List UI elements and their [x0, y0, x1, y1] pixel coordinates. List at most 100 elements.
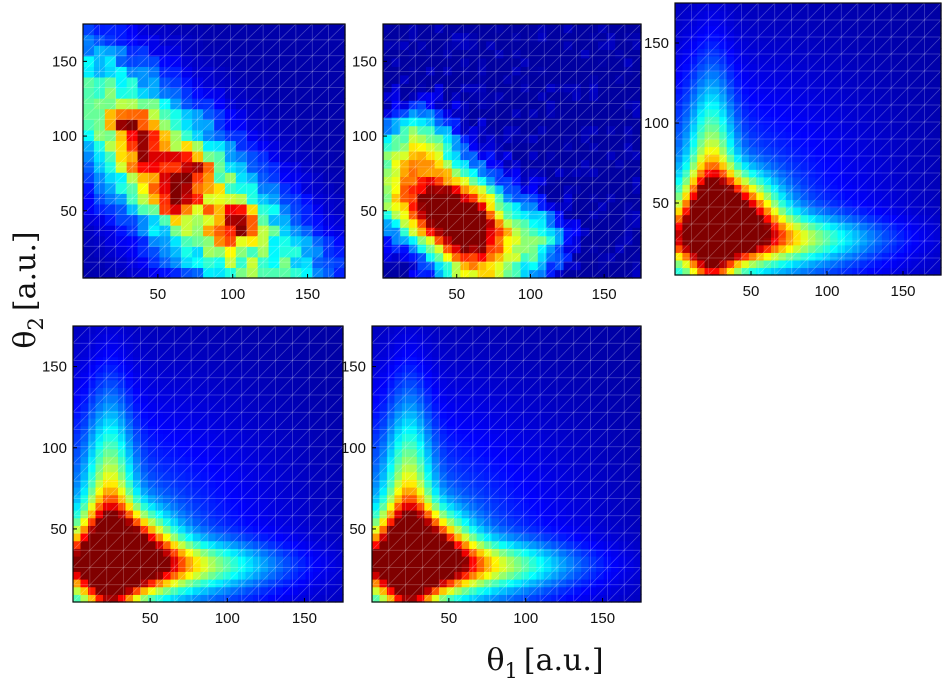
grid-line: [83, 24, 166, 104]
heatmap-cell: [896, 71, 905, 80]
heatmap-cell: [439, 517, 448, 526]
heatmap-cell: [408, 117, 418, 127]
heatmap-cell: [537, 32, 547, 42]
heatmap-cell: [704, 48, 713, 57]
heatmap-cell: [192, 87, 204, 99]
heatmap-cell: [312, 172, 324, 184]
heatmap-cell: [301, 98, 313, 110]
heatmap-cell: [110, 379, 119, 388]
heatmap-cell: [529, 49, 539, 59]
heatmap-cell: [409, 356, 418, 365]
heatmap-cell: [771, 176, 780, 185]
grid-line: [383, 24, 641, 278]
heatmap-cell: [379, 395, 388, 404]
heatmap-cell: [163, 441, 172, 450]
heatmap-cell: [408, 24, 418, 34]
heatmap-cell: [125, 425, 134, 434]
heatmap-cell: [439, 387, 448, 396]
heatmap-cell: [800, 199, 809, 208]
heatmap-cell: [434, 210, 444, 220]
heatmap-cell: [400, 74, 410, 84]
heatmap-cell: [632, 83, 642, 93]
heatmap-cell: [520, 49, 530, 59]
heatmap-cell: [439, 556, 448, 565]
heatmap-cell: [632, 40, 642, 50]
heatmap-cell: [537, 235, 547, 245]
heatmap-cell: [417, 176, 427, 186]
heatmap-cell: [439, 479, 448, 488]
heatmap-cell: [778, 71, 787, 80]
heatmap-cell: [431, 341, 440, 350]
heatmap-cell: [844, 252, 853, 261]
heatmap-cell: [408, 167, 418, 177]
heatmap-cell: [386, 479, 396, 488]
heatmap-cell: [400, 218, 410, 228]
heatmap-cell: [88, 425, 97, 434]
heatmap-cell: [185, 364, 194, 373]
heatmap-cell: [675, 63, 683, 72]
heatmap-cell: [253, 594, 262, 603]
heatmap-cell: [200, 548, 209, 557]
heatmap-cell: [104, 267, 117, 279]
heatmap-cell: [881, 229, 890, 238]
heatmap-cell: [756, 237, 765, 246]
heatmap-cell: [867, 139, 876, 148]
heatmap-cell: [253, 533, 262, 542]
heatmap-cell: [323, 225, 335, 237]
heatmap-cell: [555, 227, 565, 237]
heatmap-cell: [372, 594, 381, 603]
heatmap-cell: [400, 117, 410, 127]
heatmap-cell: [424, 349, 433, 358]
heatmap-cell: [844, 207, 853, 216]
heatmap-cell: [238, 540, 247, 549]
heatmap-cell: [253, 433, 262, 442]
heatmap-cell: [896, 93, 905, 102]
plot-frame: [382, 23, 642, 279]
heatmap-cell: [546, 57, 556, 67]
heatmap-cell: [726, 252, 735, 261]
heatmap-cell: [546, 117, 556, 127]
heatmap-cell: [491, 349, 500, 358]
heatmap-cell: [555, 32, 565, 42]
heatmap-cell: [148, 203, 161, 216]
heatmap-cell: [230, 579, 239, 588]
heatmap-cell: [837, 3, 846, 12]
heatmap-cell: [320, 433, 329, 442]
heatmap-cell: [867, 55, 876, 65]
heatmap-cell: [88, 418, 97, 427]
heatmap-cell: [484, 418, 493, 427]
heatmap-cell: [830, 63, 839, 72]
heatmap-cell: [245, 502, 254, 511]
heatmap-cell: [689, 214, 698, 223]
heatmap-cell: [800, 237, 809, 246]
heatmap-cell: [615, 184, 625, 194]
heatmap-cell: [844, 25, 853, 34]
heatmap-cell: [918, 93, 927, 102]
heatmap-cell: [778, 86, 787, 95]
heatmap-cell: [529, 151, 539, 161]
heatmap-cell: [484, 326, 493, 335]
heatmap-cell: [290, 333, 299, 342]
heatmap-cell: [394, 395, 403, 404]
heatmap-cell: [904, 176, 913, 185]
heatmap-cell: [73, 479, 82, 488]
heatmap-cell: [313, 548, 322, 557]
heatmap-cell: [312, 98, 324, 110]
heatmap-cell: [874, 169, 883, 178]
heatmap-cell: [697, 123, 706, 133]
heatmap-cell: [682, 101, 691, 110]
heatmap-cell: [682, 214, 691, 223]
heatmap-cell: [598, 74, 608, 84]
heatmap-cell: [837, 101, 846, 110]
heatmap-cell: [159, 235, 171, 247]
heatmap-cell: [223, 418, 232, 427]
heatmap-cell: [200, 540, 209, 549]
grid-line: [83, 24, 198, 136]
heatmap-cell: [896, 214, 905, 223]
heatmap-cell: [312, 193, 324, 205]
heatmap-cell: [245, 533, 254, 542]
heatmap-cell: [208, 471, 217, 480]
heatmap-cell: [192, 55, 204, 67]
heatmap-cell: [563, 32, 573, 42]
heatmap-cell: [208, 579, 217, 588]
